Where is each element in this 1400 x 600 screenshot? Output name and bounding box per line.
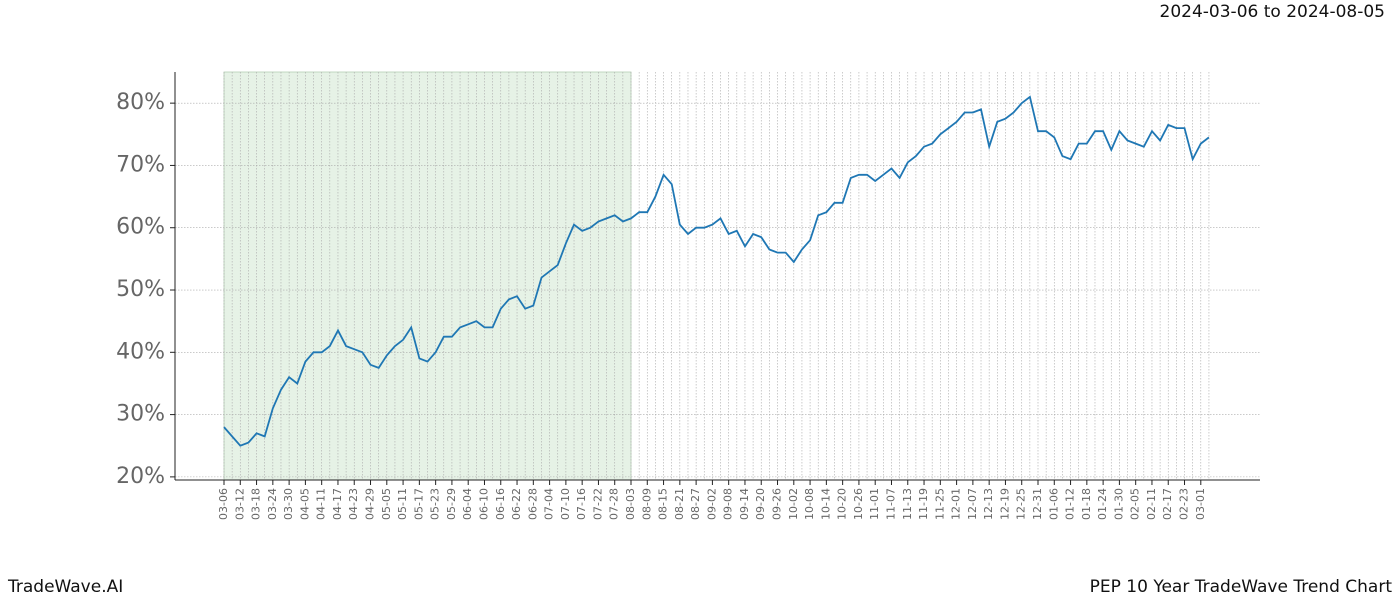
y-tick-label: 40% bbox=[116, 339, 165, 364]
y-tick-label: 50% bbox=[116, 277, 165, 302]
x-tick-label: 07-10 bbox=[559, 488, 572, 520]
y-tick-label: 70% bbox=[116, 152, 165, 177]
x-tick-label: 06-10 bbox=[477, 488, 490, 520]
x-tick-label: 05-11 bbox=[396, 488, 409, 520]
x-tick-label: 10-20 bbox=[836, 488, 849, 520]
y-tick-label: 30% bbox=[116, 402, 165, 427]
x-tick-label: 02-05 bbox=[1129, 488, 1142, 520]
x-tick-label: 06-16 bbox=[494, 488, 507, 520]
x-tick-label: 04-23 bbox=[347, 488, 360, 520]
data-line bbox=[223, 95, 1210, 447]
x-tick-label: 12-13 bbox=[982, 488, 995, 520]
x-tick-label: 08-15 bbox=[657, 488, 670, 520]
x-tick-label: 10-26 bbox=[852, 488, 865, 520]
x-tick-label: 12-25 bbox=[1015, 488, 1028, 520]
x-tick-label: 11-01 bbox=[868, 488, 881, 520]
x-tick-label: 10-14 bbox=[819, 488, 832, 520]
y-tick-label: 60% bbox=[116, 215, 165, 240]
x-tick-label: 12-01 bbox=[950, 488, 963, 520]
x-tick-label: 11-25 bbox=[933, 488, 946, 520]
x-tick-label: 02-17 bbox=[1161, 488, 1174, 520]
x-tick-label: 05-05 bbox=[380, 488, 393, 520]
x-tick-label: 01-18 bbox=[1080, 488, 1093, 520]
x-tick-label: 03-24 bbox=[266, 488, 279, 520]
x-tick-label: 11-07 bbox=[884, 488, 897, 520]
y-tick-label: 20% bbox=[116, 464, 165, 489]
x-tick-label: 05-23 bbox=[429, 488, 442, 520]
x-tick-label: 06-04 bbox=[461, 488, 474, 520]
x-tick-label: 07-28 bbox=[608, 488, 621, 520]
footer-left: TradeWave.AI bbox=[7, 577, 123, 597]
x-tick-label: 04-05 bbox=[298, 488, 311, 520]
x-tick-label: 06-22 bbox=[510, 488, 523, 520]
x-tick-label: 09-14 bbox=[738, 488, 751, 520]
x-tick-label: 02-23 bbox=[1178, 488, 1191, 520]
y-tick-label: 80% bbox=[116, 90, 165, 115]
x-tick-label: 05-17 bbox=[412, 488, 425, 520]
x-tick-label: 03-18 bbox=[250, 488, 263, 520]
x-tick-label: 01-30 bbox=[1112, 488, 1125, 520]
x-tick-label: 02-11 bbox=[1145, 488, 1158, 520]
x-tick-label: 09-26 bbox=[771, 488, 784, 520]
x-tick-label: 07-16 bbox=[575, 488, 588, 520]
x-tick-label: 12-19 bbox=[998, 488, 1011, 520]
x-tick-label: 12-31 bbox=[1031, 488, 1044, 520]
x-tick-label: 09-20 bbox=[754, 488, 767, 520]
x-tick-label: 03-30 bbox=[282, 488, 295, 520]
x-tick-label: 05-29 bbox=[445, 488, 458, 520]
x-tick-label: 04-29 bbox=[364, 488, 377, 520]
x-tick-label: 11-13 bbox=[901, 488, 914, 520]
x-tick-label: 06-28 bbox=[526, 488, 539, 520]
x-tick-label: 07-22 bbox=[591, 488, 604, 520]
x-tick-label: 03-06 bbox=[217, 488, 230, 520]
x-tick-label: 08-03 bbox=[624, 488, 637, 520]
x-tick-label: 11-19 bbox=[917, 488, 930, 520]
x-tick-label: 08-09 bbox=[640, 488, 653, 520]
x-tick-label: 10-08 bbox=[803, 488, 816, 520]
x-tick-label: 09-08 bbox=[722, 488, 735, 520]
x-tick-label: 08-27 bbox=[689, 488, 702, 520]
x-tick-label: 01-06 bbox=[1047, 488, 1060, 520]
x-tick-label: 12-07 bbox=[966, 488, 979, 520]
x-tick-label: 04-11 bbox=[315, 488, 328, 520]
x-tick-label: 08-21 bbox=[673, 488, 686, 520]
x-tick-label: 03-01 bbox=[1194, 488, 1207, 520]
x-tick-label: 01-24 bbox=[1096, 488, 1109, 520]
x-tick-label: 10-02 bbox=[787, 488, 800, 520]
x-tick-label: 09-02 bbox=[705, 488, 718, 520]
x-tick-label: 07-04 bbox=[543, 488, 556, 520]
x-tick-label: 01-12 bbox=[1064, 488, 1077, 520]
footer-right: PEP 10 Year TradeWave Trend Chart bbox=[1090, 577, 1393, 597]
x-tick-label: 03-12 bbox=[233, 488, 246, 520]
chart-title: 2024-03-06 to 2024-08-05 bbox=[1160, 2, 1385, 22]
x-tick-label: 04-17 bbox=[331, 488, 344, 520]
